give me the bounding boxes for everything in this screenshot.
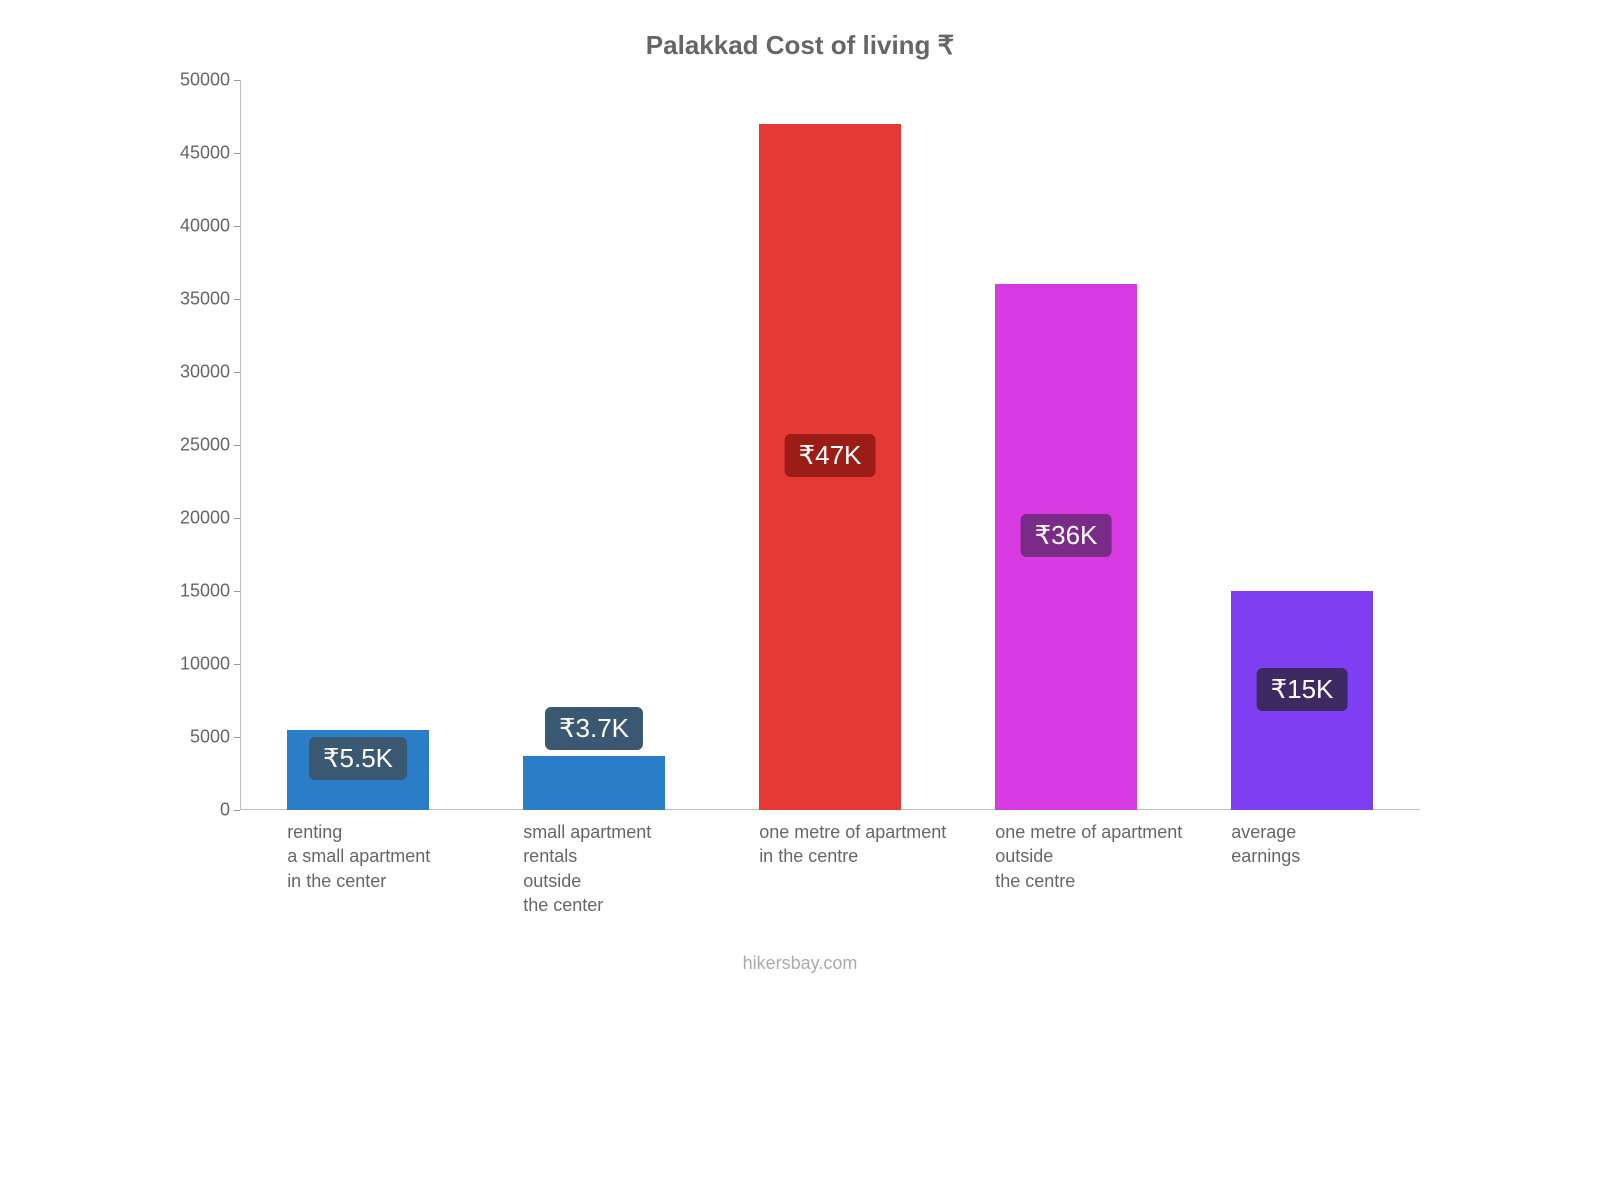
x-labels: renting a small apartment in the center s…: [240, 820, 1420, 960]
x-label: one metre of apartment in the centre: [759, 820, 961, 869]
y-tick-label: 5000: [190, 727, 240, 748]
y-tick-label: 0: [220, 800, 240, 821]
value-badge: ₹5.5K: [309, 737, 407, 780]
y-tick-label: 20000: [180, 508, 240, 529]
x-label: one metre of apartment outside the centr…: [995, 820, 1197, 893]
bar: ₹15K: [1231, 591, 1373, 810]
bar: ₹47K: [759, 124, 901, 810]
bar: ₹36K: [995, 284, 1137, 810]
y-tick-label: 10000: [180, 654, 240, 675]
x-label: average earnings: [1231, 820, 1433, 869]
y-tick-label: 40000: [180, 216, 240, 237]
x-label: small apartment rentals outside the cent…: [523, 820, 725, 917]
bar: ₹3.7K: [523, 756, 665, 810]
value-badge: ₹15K: [1257, 668, 1348, 711]
plot-area: ₹5.5K₹3.7K₹47K₹36K₹15K 05000100001500020…: [240, 80, 1420, 810]
chart-title: Palakkad Cost of living ₹: [160, 30, 1440, 61]
bars-container: ₹5.5K ₹3.7K ₹47K ₹36K ₹15K: [240, 80, 1420, 810]
y-tick-label: 25000: [180, 435, 240, 456]
value-badge: ₹47K: [785, 434, 876, 477]
y-tick-label: 50000: [180, 70, 240, 91]
y-tick-label: 35000: [180, 289, 240, 310]
value-badge: ₹3.7K: [545, 707, 643, 750]
y-tick-label: 45000: [180, 143, 240, 164]
y-tick-label: 30000: [180, 362, 240, 383]
cost-of-living-chart: Palakkad Cost of living ₹ ₹5.5K ₹3.7K ₹47K…: [160, 20, 1440, 980]
value-badge: ₹36K: [1021, 514, 1112, 557]
y-tick-label: 15000: [180, 581, 240, 602]
watermark: hikersbay.com: [160, 953, 1440, 974]
bar: ₹5.5K: [287, 730, 429, 810]
x-label: renting a small apartment in the center: [287, 820, 489, 893]
